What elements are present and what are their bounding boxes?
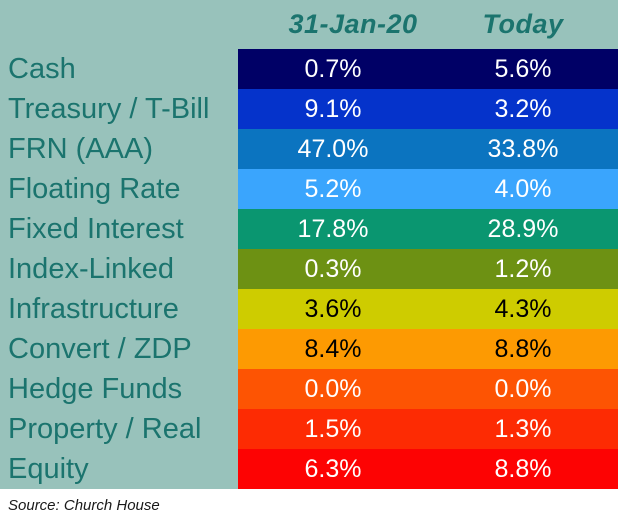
asset-allocation-table: 31-Jan-20 Today Cash 0.7% 5.6% Treasury … xyxy=(0,0,618,489)
table-row-frn: FRN (AAA) 47.0% 33.8% xyxy=(0,129,618,169)
value-cell-jan: 6.3% xyxy=(238,449,428,489)
row-label: Fixed Interest xyxy=(8,212,184,245)
table-row-cash: Cash 0.7% 5.6% xyxy=(0,49,618,89)
row-label: FRN (AAA) xyxy=(8,132,153,165)
value-cell-jan: 0.0% xyxy=(238,369,428,409)
value-cell-jan: 47.0% xyxy=(238,129,428,169)
value-cell-jan: 5.2% xyxy=(238,169,428,209)
row-label: Convert / ZDP xyxy=(8,332,192,365)
column-header-today: Today xyxy=(482,9,564,39)
row-label: Property / Real xyxy=(8,412,202,445)
row-label: Floating Rate xyxy=(8,172,181,205)
table-row-convert-zdp: Convert / ZDP 8.4% 8.8% xyxy=(0,329,618,369)
row-label: Treasury / T-Bill xyxy=(8,92,210,125)
value-cell-today: 4.0% xyxy=(428,169,618,209)
value-cell-today: 1.3% xyxy=(428,409,618,449)
table-row-fixed-interest: Fixed Interest 17.8% 28.9% xyxy=(0,209,618,249)
value-cell-today: 8.8% xyxy=(428,449,618,489)
row-label: Infrastructure xyxy=(8,292,179,325)
value-cell-jan: 9.1% xyxy=(238,89,428,129)
value-cell-jan: 17.8% xyxy=(238,209,428,249)
header-spacer xyxy=(0,0,238,49)
value-cell-today: 1.2% xyxy=(428,249,618,289)
value-cell-jan: 0.7% xyxy=(238,49,428,89)
table-row-treasury: Treasury / T-Bill 9.1% 3.2% xyxy=(0,89,618,129)
row-label: Equity xyxy=(8,452,89,485)
value-cell-today: 8.8% xyxy=(428,329,618,369)
row-label: Cash xyxy=(8,52,76,85)
value-cell-today: 0.0% xyxy=(428,369,618,409)
value-cell-today: 3.2% xyxy=(428,89,618,129)
table-row-property-real: Property / Real 1.5% 1.3% xyxy=(0,409,618,449)
table-row-equity: Equity 6.3% 8.8% xyxy=(0,449,618,489)
column-header-31-jan-20: 31-Jan-20 xyxy=(288,9,418,39)
table-row-hedge-funds: Hedge Funds 0.0% 0.0% xyxy=(0,369,618,409)
value-cell-jan: 0.3% xyxy=(238,249,428,289)
table-row-floating-rate: Floating Rate 5.2% 4.0% xyxy=(0,169,618,209)
value-cell-jan: 8.4% xyxy=(238,329,428,369)
row-label: Index-Linked xyxy=(8,252,175,285)
row-label: Hedge Funds xyxy=(8,372,183,405)
table-row-index-linked: Index-Linked 0.3% 1.2% xyxy=(0,249,618,289)
table-row-infrastructure: Infrastructure 3.6% 4.3% xyxy=(0,289,618,329)
value-cell-today: 33.8% xyxy=(428,129,618,169)
value-cell-jan: 1.5% xyxy=(238,409,428,449)
value-cell-today: 5.6% xyxy=(428,49,618,89)
value-cell-today: 4.3% xyxy=(428,289,618,329)
value-cell-jan: 3.6% xyxy=(238,289,428,329)
table-header: 31-Jan-20 Today xyxy=(0,0,618,49)
value-cell-today: 28.9% xyxy=(428,209,618,249)
source-note: Source: Church House xyxy=(0,489,618,522)
